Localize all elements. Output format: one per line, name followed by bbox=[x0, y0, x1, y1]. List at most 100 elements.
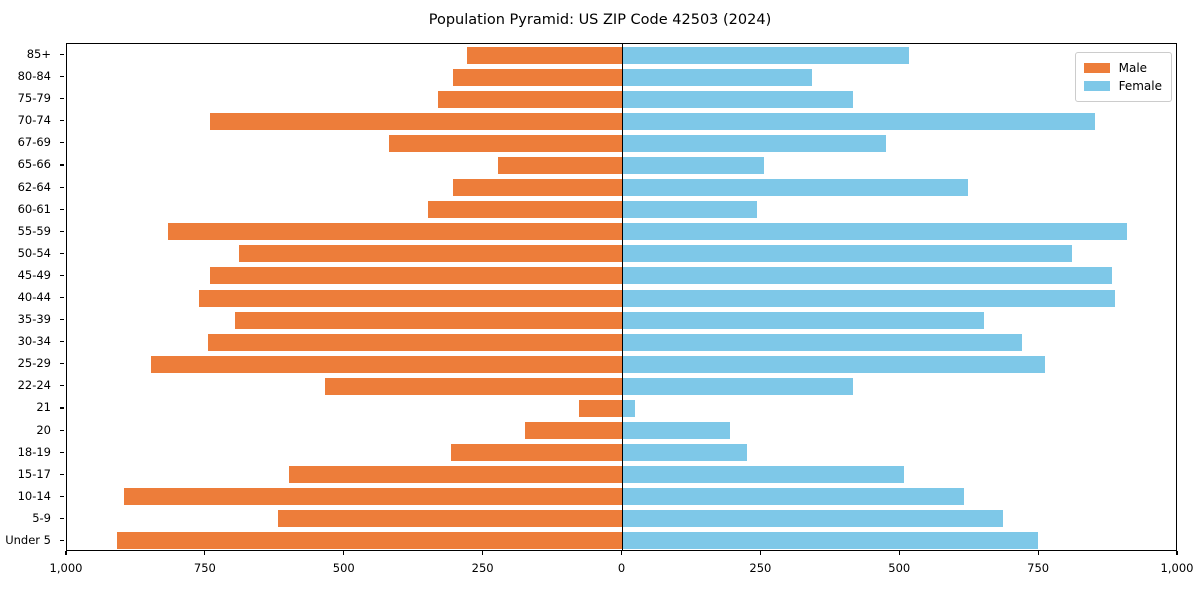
y-tick-mark bbox=[60, 517, 64, 519]
bar-female-10-14 bbox=[622, 488, 965, 506]
x-tick-label-8: 1,000 bbox=[1160, 561, 1194, 575]
bar-female-40-44 bbox=[622, 289, 1116, 307]
bar-male-50-54 bbox=[238, 245, 623, 263]
y-tick-mark bbox=[60, 98, 64, 100]
bar-male-15-17 bbox=[288, 466, 623, 484]
y-tick-label-50-54: 50-54 bbox=[17, 245, 51, 260]
bar-female-55-59 bbox=[622, 223, 1127, 241]
bar-female-50-54 bbox=[622, 245, 1073, 263]
bar-female-30-34 bbox=[622, 333, 1022, 351]
y-tick-mark bbox=[60, 319, 64, 321]
bar-male-62-64 bbox=[452, 179, 623, 197]
y-tick-label-67-69: 67-69 bbox=[17, 135, 51, 150]
y-tick-mark bbox=[60, 54, 64, 56]
bar-male-67-69 bbox=[389, 134, 623, 152]
y-tick-label-30-34: 30-34 bbox=[17, 334, 51, 349]
x-tick-mark bbox=[343, 551, 345, 555]
y-tick-label-62-64: 62-64 bbox=[17, 179, 51, 194]
x-tick-label-3: 250 bbox=[471, 561, 494, 575]
x-tick-label-5: 250 bbox=[749, 561, 772, 575]
x-tick-mark bbox=[759, 551, 761, 555]
y-tick-mark bbox=[60, 341, 64, 343]
y-tick-label-18-19: 18-19 bbox=[17, 444, 51, 459]
bar-female-65-66 bbox=[622, 156, 764, 174]
legend-label: Female bbox=[1118, 79, 1162, 93]
y-axis: 85+ 80-84 75-79 70-74 67-69 65-66 62-64 60-61 55… bbox=[0, 43, 64, 551]
y-tick-mark bbox=[60, 473, 64, 475]
bar-female-75-79 bbox=[622, 90, 854, 108]
x-tick-label-6: 500 bbox=[888, 561, 911, 575]
legend-label: Male bbox=[1118, 61, 1148, 75]
x-tick-mark bbox=[620, 551, 623, 555]
x-tick-mark bbox=[1037, 551, 1039, 555]
x-tick-mark bbox=[1176, 551, 1178, 555]
bar-female-80-84 bbox=[622, 68, 813, 86]
y-tick-label-35-39: 35-39 bbox=[17, 312, 51, 327]
y-tick-label-85+: 85+ bbox=[26, 47, 51, 62]
chart-title: Population Pyramid: US ZIP Code 42503 (2… bbox=[428, 12, 772, 28]
x-tick-label-4: 0 bbox=[617, 561, 626, 575]
x-tick-mark bbox=[482, 551, 484, 555]
legend-item-male[interactable]: Male bbox=[1083, 59, 1162, 77]
bar-male-30-34 bbox=[207, 333, 623, 351]
legend-swatch-female-icon bbox=[1083, 81, 1110, 91]
y-tick-label-75-79: 75-79 bbox=[17, 91, 51, 106]
bar-female-70-74 bbox=[622, 112, 1095, 130]
y-tick-label-45-49: 45-49 bbox=[17, 267, 51, 282]
bar-male-70-74 bbox=[209, 112, 623, 130]
y-tick-label-55-59: 55-59 bbox=[17, 223, 51, 238]
y-tick-label-80-84: 80-84 bbox=[17, 69, 51, 84]
y-tick-label-22-24: 22-24 bbox=[17, 378, 51, 393]
y-tick-label-21: 21 bbox=[36, 400, 51, 415]
bar-male-20 bbox=[525, 422, 623, 440]
bar-male-40-44 bbox=[199, 289, 623, 307]
bar-male-60-61 bbox=[428, 201, 623, 219]
y-tick-mark bbox=[60, 274, 64, 276]
bar-female-20 bbox=[622, 422, 731, 440]
y-tick-mark bbox=[60, 363, 64, 365]
bar-male-80-84 bbox=[452, 68, 623, 86]
plot-area bbox=[66, 43, 1177, 551]
y-tick-mark bbox=[60, 120, 64, 122]
bar-male-10-14 bbox=[123, 488, 623, 506]
bar-female-35-39 bbox=[622, 311, 985, 329]
y-tick-mark bbox=[60, 252, 64, 254]
y-tick-label-20: 20 bbox=[36, 422, 51, 437]
x-axis: 1,000 750 500 250 0 250 500 750 1,000 bbox=[0, 551, 1200, 591]
bar-female-18-19 bbox=[622, 444, 748, 462]
x-tick-label-7: 750 bbox=[1027, 561, 1050, 575]
legend-item-female[interactable]: Female bbox=[1083, 77, 1162, 95]
bar-female-60-61 bbox=[622, 201, 757, 219]
y-tick-label-25-29: 25-29 bbox=[17, 356, 51, 371]
bar-female-62-64 bbox=[622, 179, 969, 197]
bar-male-75-79 bbox=[437, 90, 623, 108]
x-tick-label-0: 1,000 bbox=[49, 561, 83, 575]
bar-female-15-17 bbox=[622, 466, 905, 484]
y-tick-label-60-61: 60-61 bbox=[17, 201, 51, 216]
y-tick-mark bbox=[60, 76, 64, 78]
y-tick-mark bbox=[60, 539, 64, 542]
bar-female-67-69 bbox=[622, 134, 887, 152]
chart-legend: Male Female bbox=[1074, 52, 1172, 102]
y-tick-label-65-66: 65-66 bbox=[17, 157, 51, 172]
y-tick-mark bbox=[60, 429, 64, 431]
bar-female-22-24 bbox=[622, 377, 854, 395]
y-tick-mark bbox=[60, 208, 64, 210]
x-tick-mark bbox=[898, 551, 900, 555]
bar-male-Under 5 bbox=[116, 532, 623, 550]
y-tick-label-40-44: 40-44 bbox=[17, 290, 51, 304]
bars-layer bbox=[67, 44, 1176, 550]
y-tick-mark bbox=[60, 186, 64, 188]
y-tick-label-10-14: 10-14 bbox=[17, 488, 51, 503]
bar-male-55-59 bbox=[167, 223, 623, 241]
y-tick-mark bbox=[60, 385, 64, 387]
bar-female-21 bbox=[622, 399, 636, 417]
zero-axis-line bbox=[621, 44, 624, 550]
bar-male-18-19 bbox=[451, 444, 623, 462]
y-tick-mark bbox=[60, 142, 64, 144]
y-tick-mark bbox=[60, 230, 64, 232]
bar-female-85+ bbox=[622, 46, 909, 64]
y-tick-mark bbox=[60, 407, 64, 409]
x-tick-label-2: 500 bbox=[332, 561, 355, 575]
